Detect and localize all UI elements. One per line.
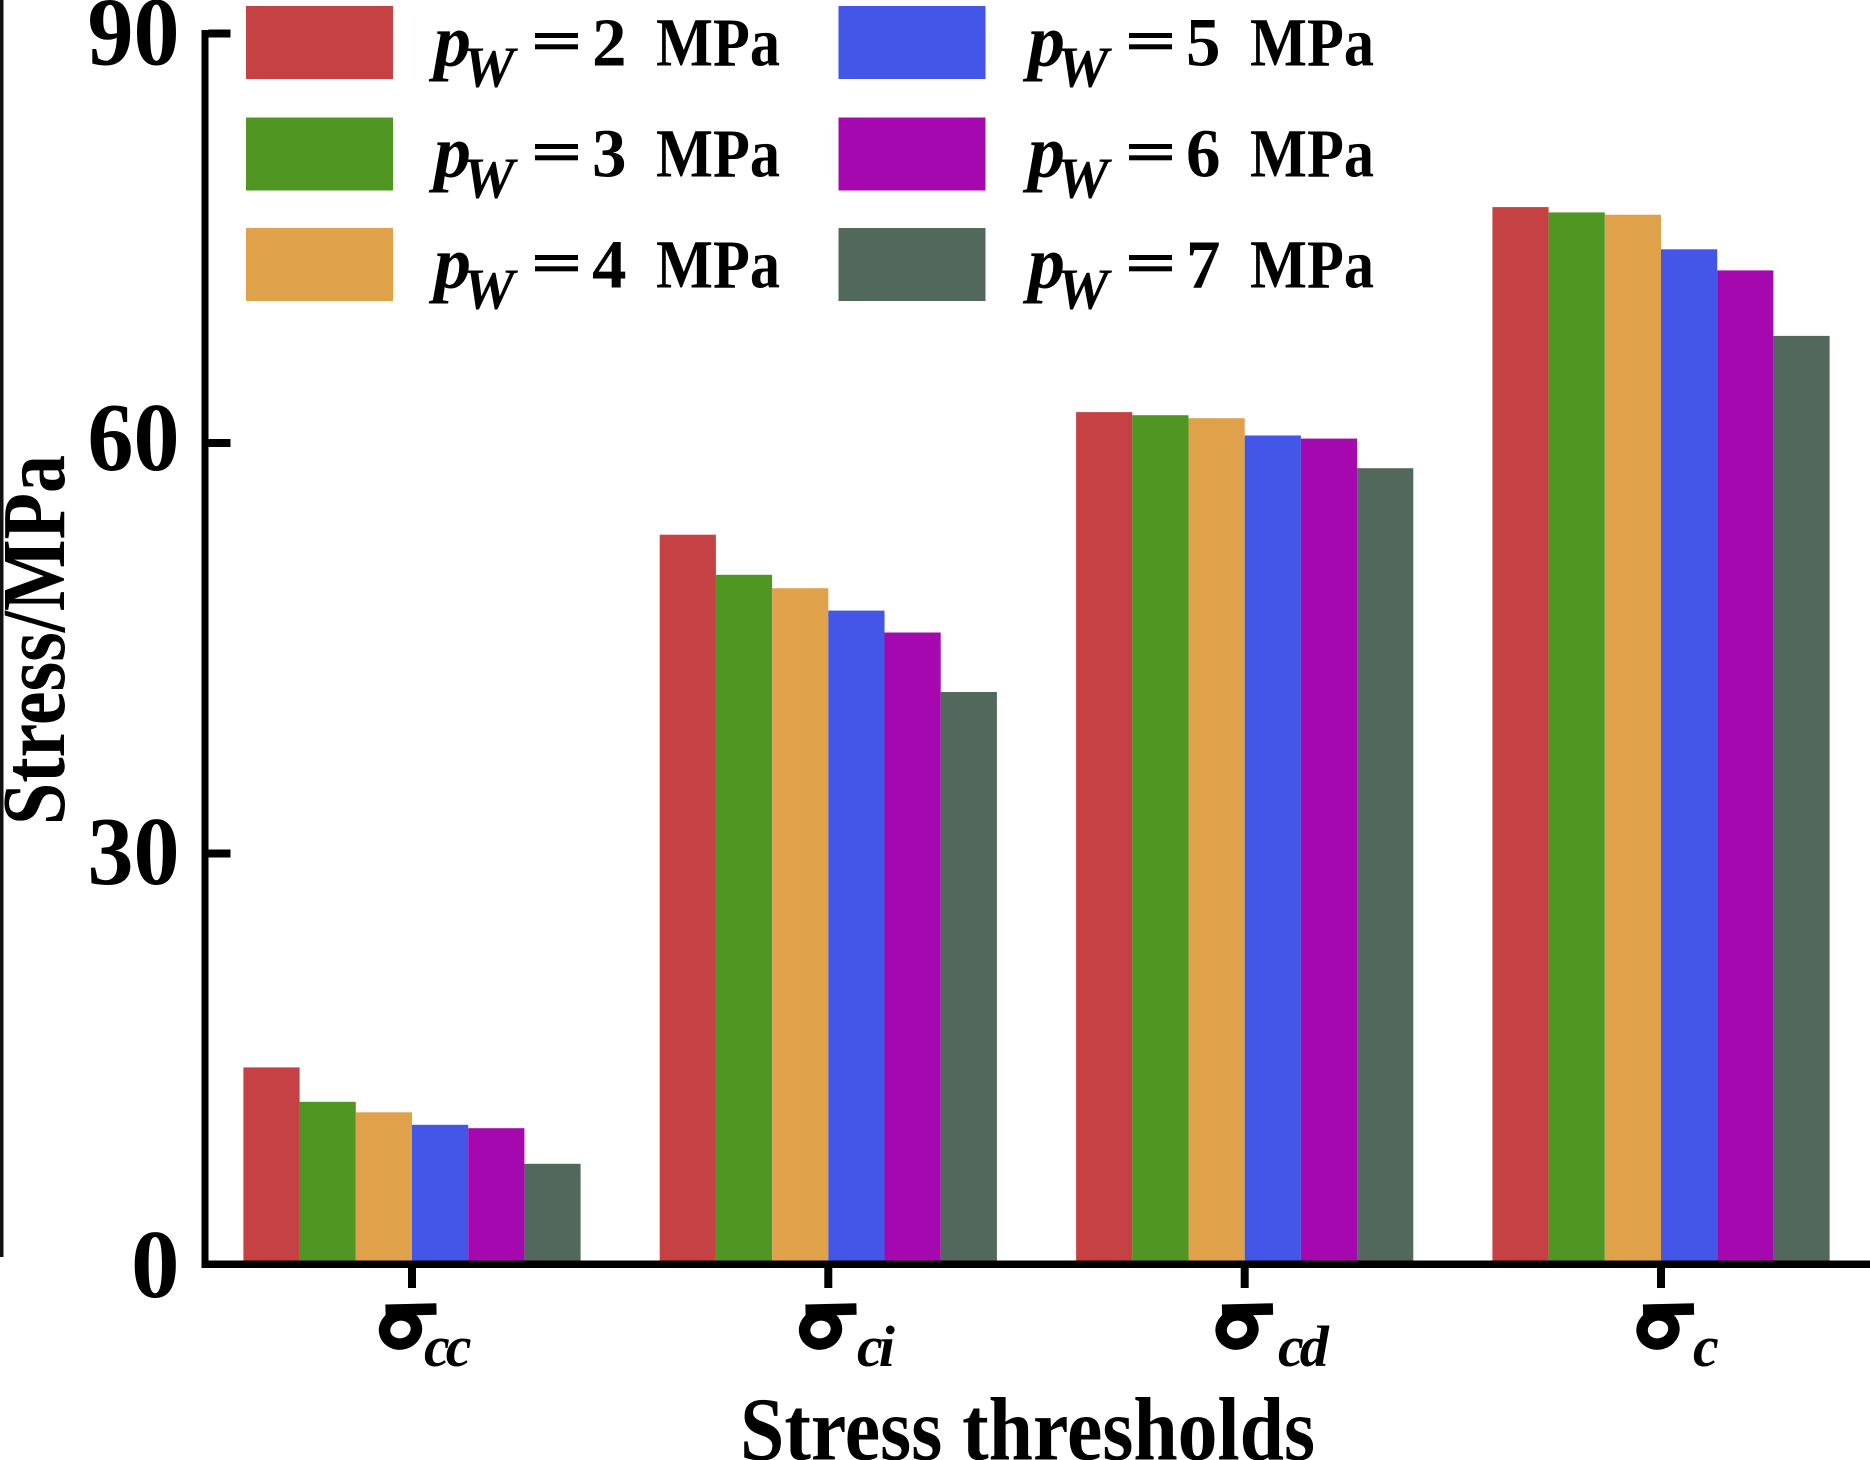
svg-text:MPa: MPa	[1250, 116, 1374, 192]
svg-text:W: W	[1057, 35, 1112, 100]
svg-text:ci: ci	[857, 1314, 895, 1379]
svg-text:7: 7	[1186, 227, 1221, 303]
svg-text:p: p	[1022, 223, 1065, 305]
svg-text:30: 30	[88, 798, 180, 905]
svg-text:6: 6	[1186, 116, 1221, 192]
svg-text:W: W	[1057, 146, 1112, 211]
svg-text:W: W	[1057, 257, 1112, 322]
svg-text:Stress thresholds: Stress thresholds	[740, 1381, 1315, 1460]
svg-text:p: p	[1022, 1, 1065, 83]
svg-text:5: 5	[1186, 5, 1221, 81]
svg-text:W: W	[463, 146, 518, 211]
svg-text:4: 4	[592, 227, 627, 303]
svg-text:p: p	[428, 223, 471, 305]
svg-text:3: 3	[592, 116, 627, 192]
svg-text:0: 0	[131, 1211, 180, 1318]
svg-text:p: p	[1022, 112, 1065, 194]
svg-text:cd: cd	[1278, 1314, 1330, 1379]
svg-text:MPa: MPa	[656, 227, 780, 303]
svg-text:90: 90	[88, 0, 180, 86]
svg-text:W: W	[463, 257, 518, 322]
svg-text:2: 2	[592, 5, 627, 81]
svg-text:60: 60	[88, 384, 180, 491]
svg-text:p: p	[428, 1, 471, 83]
svg-text:MPa: MPa	[656, 5, 780, 81]
svg-text:W: W	[463, 35, 518, 100]
svg-text:Stress/MPa: Stress/MPa	[0, 455, 84, 825]
svg-text:MPa: MPa	[1250, 227, 1374, 303]
svg-text:cc: cc	[424, 1314, 471, 1379]
svg-text:MPa: MPa	[1250, 5, 1374, 81]
svg-text:p: p	[428, 112, 471, 194]
svg-text:MPa: MPa	[656, 116, 780, 192]
svg-text:c: c	[1693, 1314, 1719, 1379]
